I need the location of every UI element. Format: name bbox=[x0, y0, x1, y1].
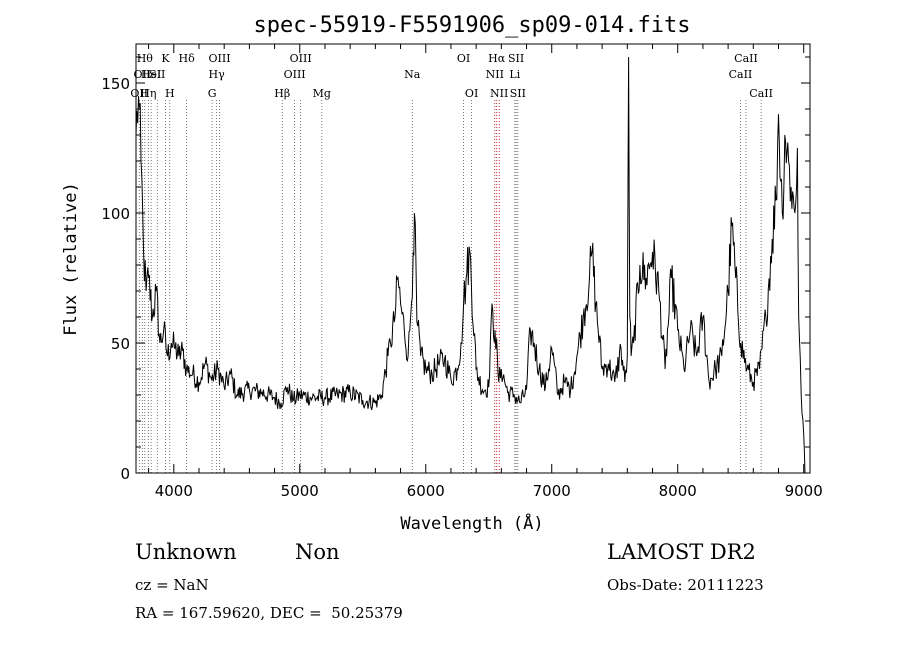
obs-date: Obs-Date: 20111223 bbox=[607, 576, 764, 594]
axes-group: 4000 5000 6000 7000 8000 9000 0 50 100 150 bbox=[101, 43, 823, 500]
line-label: CaII bbox=[749, 87, 773, 100]
line-label: Li bbox=[509, 68, 520, 81]
x-tick-label: 6000 bbox=[407, 482, 445, 500]
plot-frame bbox=[135, 43, 811, 474]
line-label: Hδ bbox=[179, 52, 196, 65]
line-label: CaII bbox=[734, 52, 758, 65]
y-tick-label: 50 bbox=[111, 335, 130, 353]
line-label: OIII bbox=[208, 52, 230, 65]
line-label: NII bbox=[486, 68, 504, 81]
x-tick-label: 7000 bbox=[533, 482, 571, 500]
line-marker-group bbox=[138, 100, 762, 473]
line-label: G bbox=[208, 87, 217, 100]
line-label: K bbox=[161, 52, 170, 65]
line-label: H bbox=[165, 87, 175, 100]
line-label: Hβ bbox=[274, 87, 290, 100]
x-tick-label: 4000 bbox=[155, 482, 193, 500]
redshift-cz: cz = NaN bbox=[135, 576, 209, 594]
line-label: OII bbox=[130, 87, 148, 100]
line-label: SII bbox=[508, 52, 524, 65]
y-tick-label: 100 bbox=[101, 205, 130, 223]
series-group bbox=[135, 56, 806, 474]
line-label: Hγ bbox=[209, 68, 226, 81]
line-label: SII bbox=[510, 87, 526, 100]
y-tick-label: 150 bbox=[101, 75, 130, 93]
survey-name: LAMOST DR2 bbox=[607, 540, 756, 564]
y-tick-label: 0 bbox=[120, 465, 130, 483]
line-label: SII bbox=[149, 68, 165, 81]
x-axis-label: Wavelength (Å) bbox=[400, 512, 543, 534]
x-tick-label: 9000 bbox=[785, 482, 823, 500]
line-label: Na bbox=[404, 68, 421, 81]
line-label: Hθ bbox=[137, 52, 154, 65]
spectral-class: Unknown bbox=[135, 540, 237, 564]
line-label: OIII bbox=[290, 52, 312, 65]
line-label: OI bbox=[457, 52, 470, 65]
line-label-group: OIIOIIHθHηHeISIIKHHδGHγOIIIHβOIIIOIIIMgN… bbox=[130, 52, 773, 100]
spectrum-line bbox=[135, 56, 806, 474]
line-label: Mg bbox=[313, 87, 331, 100]
coordinates: RA = 167.59620, DEC = 50.25379 bbox=[135, 604, 403, 622]
spectral-subclass: Non bbox=[295, 540, 340, 564]
line-label: Hη bbox=[140, 87, 156, 100]
y-axis-label: Flux (relative) bbox=[61, 182, 81, 336]
line-label: NII bbox=[490, 87, 508, 100]
chart-title: spec-55919-F5591906_sp09-014.fits bbox=[253, 13, 690, 38]
x-tick-label: 8000 bbox=[659, 482, 697, 500]
line-label: OII bbox=[133, 68, 151, 81]
line-label: OIII bbox=[284, 68, 306, 81]
line-label: Hα bbox=[488, 52, 506, 65]
line-label: HeI bbox=[141, 68, 161, 81]
line-label: OI bbox=[465, 87, 478, 100]
x-tick-label: 5000 bbox=[281, 482, 319, 500]
line-label: CaII bbox=[729, 68, 753, 81]
